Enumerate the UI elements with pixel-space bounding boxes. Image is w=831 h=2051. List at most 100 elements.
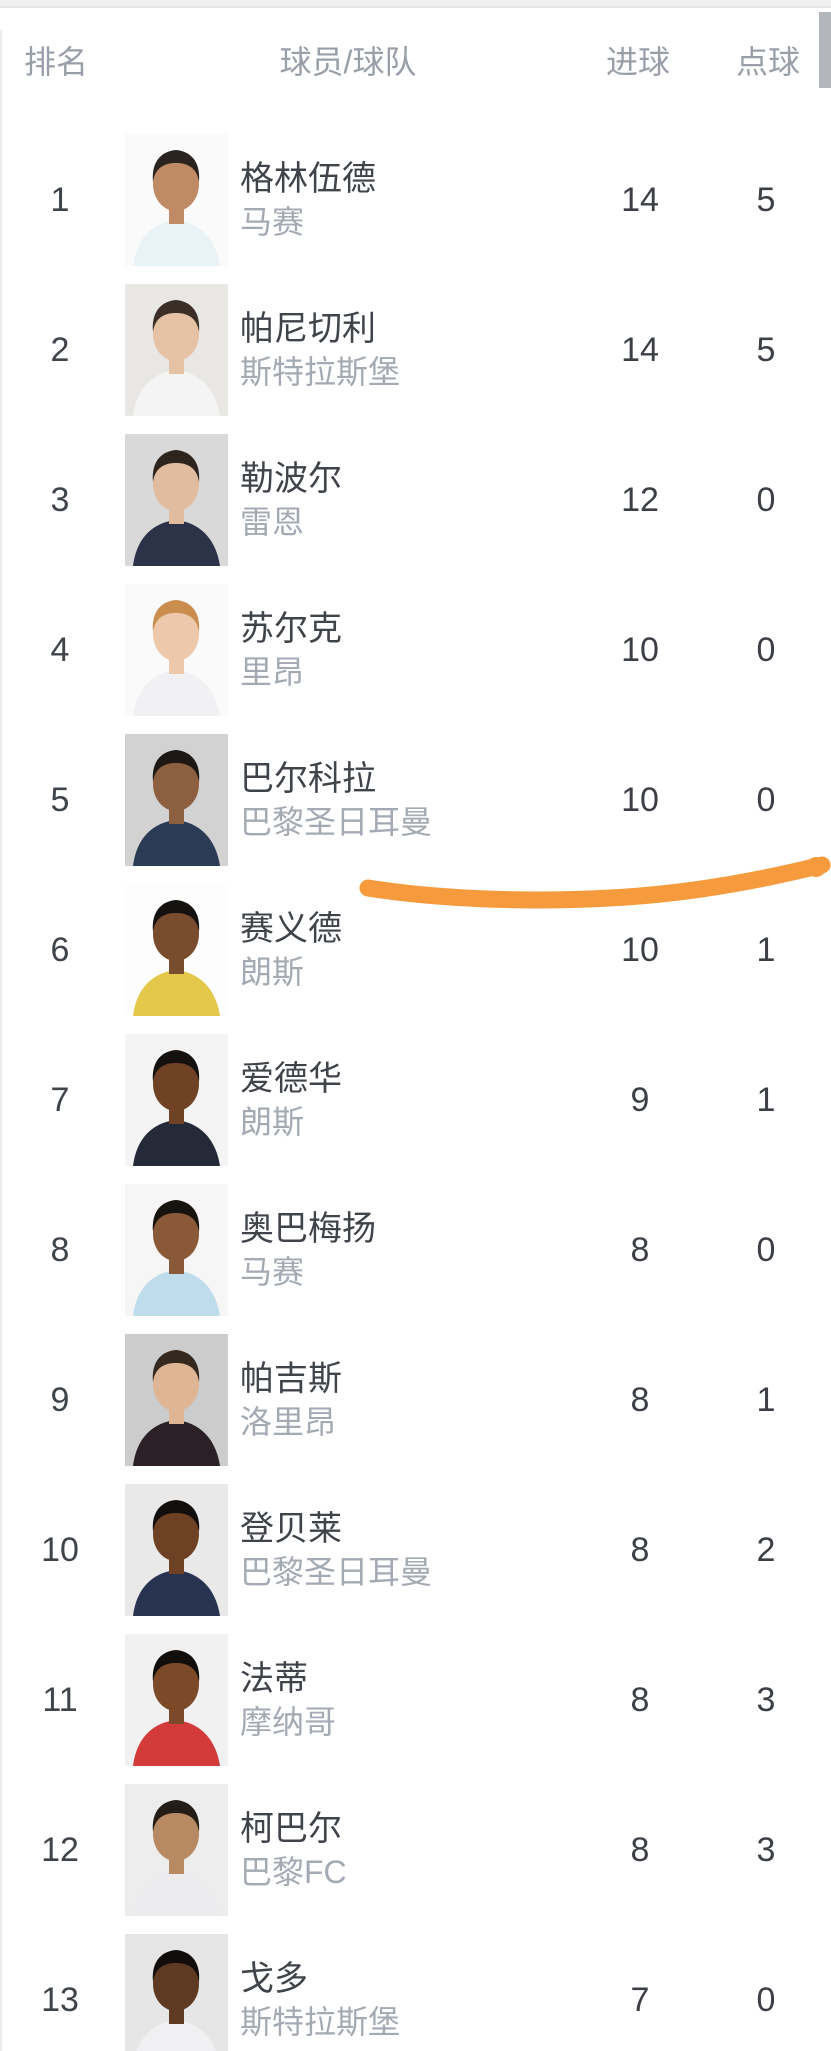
rank-value: 3: [50, 480, 70, 519]
player-identity: 苏尔克 里昂: [240, 575, 570, 725]
penalties-value: 5: [756, 330, 776, 369]
player-name: 登贝莱: [240, 1510, 342, 1548]
penalties-value: 3: [756, 1830, 776, 1869]
page-top-edge: [0, 0, 831, 8]
player-avatar: [125, 134, 228, 266]
goals-value: 14: [621, 180, 659, 219]
rank-value: 9: [50, 1380, 70, 1419]
rank-value: 10: [41, 1530, 79, 1569]
team-name: 马赛: [240, 1254, 305, 1290]
penalties-value: 1: [756, 930, 776, 969]
rank-value: 6: [50, 930, 70, 969]
goals-value: 10: [621, 930, 659, 969]
player-identity: 柯巴尔 巴黎FC: [240, 1775, 570, 1925]
column-header-penalties: 点球: [735, 44, 800, 80]
goals-value: 10: [621, 630, 659, 669]
player-name: 勒波尔: [240, 460, 342, 498]
player-avatar: [125, 584, 228, 716]
rank-value: 5: [50, 780, 70, 819]
player-name: 奥巴梅扬: [240, 1210, 376, 1248]
goals-value: 10: [621, 780, 659, 819]
table-row[interactable]: 13 戈多 斯特拉斯堡 7 0: [0, 1925, 831, 2051]
team-name: 摩纳哥: [240, 1704, 337, 1740]
rank-value: 1: [50, 180, 70, 219]
player-avatar: [125, 1034, 228, 1166]
table-row[interactable]: 1 格林伍德 马赛 14 5: [0, 125, 831, 275]
column-header-goals: 进球: [605, 44, 670, 80]
table-row[interactable]: 7 爱德华 朗斯 9 1: [0, 1025, 831, 1175]
player-avatar: [125, 284, 228, 416]
penalties-value: 0: [756, 1230, 776, 1269]
player-name: 戈多: [240, 1960, 308, 1998]
rank-value: 7: [50, 1080, 70, 1119]
player-identity: 爱德华 朗斯: [240, 1025, 570, 1175]
team-name: 斯特拉斯堡: [240, 354, 401, 390]
player-identity: 帕尼切利 斯特拉斯堡: [240, 275, 570, 425]
goals-value: 14: [621, 330, 659, 369]
column-header-player-team: 球员/球队: [279, 44, 417, 80]
player-avatar: [125, 1634, 228, 1766]
penalties-value: 2: [756, 1530, 776, 1569]
table-row[interactable]: 3 勒波尔 雷恩 12 0: [0, 425, 831, 575]
team-name: 巴黎圣日耳曼: [240, 1554, 433, 1590]
scorer-rows: 1 格林伍德 马赛 14 5 2: [0, 125, 831, 2051]
team-name: 雷恩: [240, 504, 305, 540]
penalties-value: 0: [756, 780, 776, 819]
vertical-scrollbar-thumb[interactable]: [819, 12, 831, 88]
penalties-value: 0: [756, 480, 776, 519]
table-row[interactable]: 4 苏尔克 里昂 10 0: [0, 575, 831, 725]
goals-value: 8: [630, 1230, 650, 1269]
column-header-rank: 排名: [24, 44, 89, 80]
table-row[interactable]: 6 赛义德 朗斯 10 1: [0, 875, 831, 1025]
table-row[interactable]: 9 帕吉斯 洛里昂 8 1: [0, 1325, 831, 1475]
table-row[interactable]: 12 柯巴尔 巴黎FC 8 3: [0, 1775, 831, 1925]
player-name: 巴尔科拉: [240, 760, 376, 798]
goals-value: 12: [621, 480, 659, 519]
team-name: 斯特拉斯堡: [240, 2004, 401, 2040]
player-identity: 帕吉斯 洛里昂: [240, 1325, 570, 1475]
team-name: 朗斯: [240, 1104, 305, 1140]
player-avatar: [125, 884, 228, 1016]
rank-value: 13: [41, 1980, 79, 2019]
table-row[interactable]: 10 登贝莱 巴黎圣日耳曼 8 2: [0, 1475, 831, 1625]
penalties-value: 1: [756, 1380, 776, 1419]
goals-value: 8: [630, 1380, 650, 1419]
player-name: 爱德华: [240, 1060, 342, 1098]
player-name: 赛义德: [240, 910, 342, 948]
player-avatar: [125, 1184, 228, 1316]
team-name: 马赛: [240, 204, 305, 240]
player-identity: 法蒂 摩纳哥: [240, 1625, 570, 1775]
table-row[interactable]: 8 奥巴梅扬 马赛 8 0: [0, 1175, 831, 1325]
player-identity: 戈多 斯特拉斯堡: [240, 1925, 570, 2051]
player-name: 苏尔克: [240, 610, 342, 648]
player-name: 法蒂: [240, 1660, 308, 1698]
rank-value: 4: [50, 630, 70, 669]
player-avatar: [125, 1934, 228, 2051]
rank-value: 12: [41, 1830, 79, 1869]
table-row[interactable]: 2 帕尼切利 斯特拉斯堡 14 5: [0, 275, 831, 425]
player-identity: 巴尔科拉 巴黎圣日耳曼: [240, 725, 570, 875]
goals-value: 8: [630, 1530, 650, 1569]
player-identity: 格林伍德 马赛: [240, 125, 570, 275]
card-left-edge: [0, 30, 2, 2051]
table-row[interactable]: 5 巴尔科拉 巴黎圣日耳曼 10 0: [0, 725, 831, 875]
player-identity: 登贝莱 巴黎圣日耳曼: [240, 1475, 570, 1625]
player-avatar: [125, 434, 228, 566]
player-name: 柯巴尔: [240, 1810, 342, 1848]
team-name: 里昂: [240, 654, 305, 690]
table-row[interactable]: 11 法蒂 摩纳哥 8 3: [0, 1625, 831, 1775]
rank-value: 8: [50, 1230, 70, 1269]
goals-value: 8: [630, 1830, 650, 1869]
player-identity: 奥巴梅扬 马赛: [240, 1175, 570, 1325]
team-name: 巴黎圣日耳曼: [240, 804, 433, 840]
penalties-value: 3: [756, 1680, 776, 1719]
rank-value: 11: [42, 1680, 78, 1719]
player-avatar: [125, 734, 228, 866]
team-name: 洛里昂: [240, 1404, 337, 1440]
goals-value: 8: [630, 1680, 650, 1719]
player-identity: 勒波尔 雷恩: [240, 425, 570, 575]
player-name: 格林伍德: [240, 160, 376, 198]
player-name: 帕尼切利: [240, 310, 376, 348]
player-name: 帕吉斯: [240, 1360, 342, 1398]
penalties-value: 1: [756, 1080, 776, 1119]
